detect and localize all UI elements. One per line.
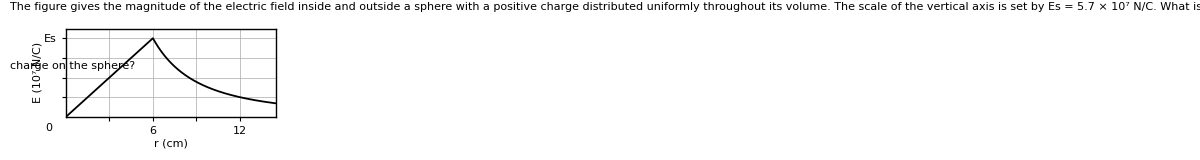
X-axis label: r (cm): r (cm) [154, 139, 188, 149]
Text: 0: 0 [46, 123, 52, 133]
Text: The figure gives the magnitude of the electric field inside and outside a sphere: The figure gives the magnitude of the el… [10, 2, 1200, 12]
Y-axis label: E (10⁷ N/C): E (10⁷ N/C) [32, 42, 43, 103]
Text: charge on the sphere?: charge on the sphere? [10, 61, 134, 71]
